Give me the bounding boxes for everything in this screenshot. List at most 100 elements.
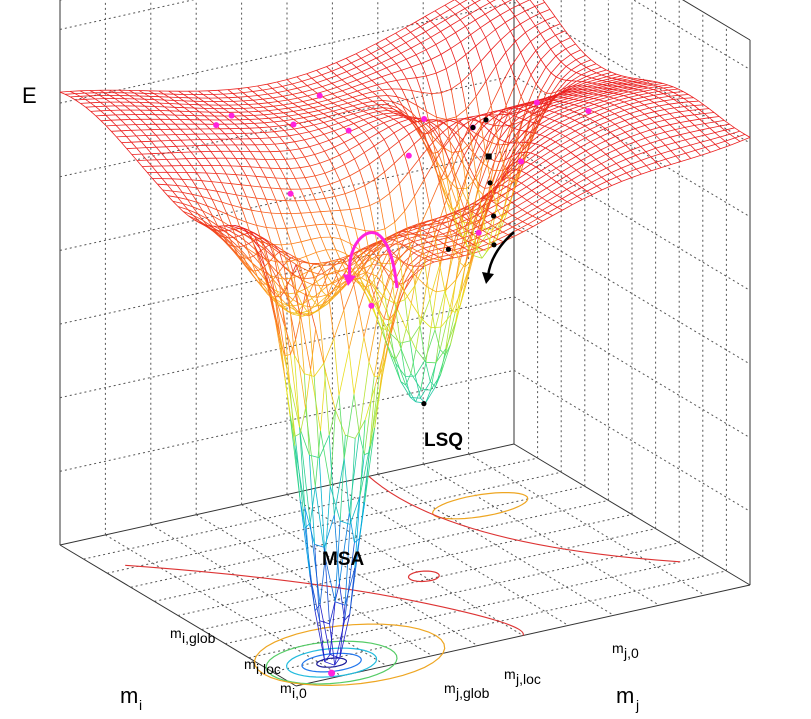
- mesh-line-u: [357, 87, 368, 92]
- mesh-line-v: [264, 159, 271, 169]
- grid-floor-v: [241, 504, 478, 647]
- mesh-line-v: [85, 98, 91, 104]
- mesh-line-u: [554, 107, 565, 113]
- mesh-line-v: [548, 110, 555, 113]
- mesh-line-v: [455, 116, 462, 152]
- mesh-line-u: [570, 146, 581, 153]
- mesh-line-v: [399, 183, 405, 212]
- mesh-line-u: [500, 30, 511, 41]
- mesh-line-v: [351, 87, 358, 92]
- x-tick-glob-base: m: [170, 625, 182, 641]
- mesh-line-v: [602, 87, 608, 90]
- mesh-line-u: [339, 149, 350, 156]
- mesh-line-v: [555, 141, 561, 146]
- mesh-line-u: [403, 241, 414, 246]
- mesh-line-u: [273, 104, 284, 107]
- lsq-arrow: [486, 231, 515, 277]
- mesh-line-v: [267, 83, 273, 89]
- mesh-line-v: [160, 140, 167, 148]
- mesh-line-v: [293, 128, 300, 135]
- mesh-line-v: [195, 133, 201, 140]
- mesh-line-v: [238, 111, 245, 117]
- mesh-line-v: [393, 301, 400, 314]
- mesh-line-v: [485, 81, 492, 106]
- mesh-line-u: [699, 117, 710, 120]
- mesh-line-u: [411, 90, 422, 93]
- mesh-line-v: [184, 107, 190, 112]
- mesh-line-u: [362, 91, 373, 95]
- mesh-line-v: [625, 132, 631, 138]
- mesh-line-v: [364, 452, 370, 456]
- mesh-line-v: [607, 88, 614, 90]
- mesh-line-v: [490, 105, 497, 132]
- mesh-line-v: [333, 266, 340, 282]
- mesh-line-u: [299, 131, 310, 135]
- mesh-line-v: [233, 228, 240, 230]
- mesh-line-v: [281, 303, 288, 312]
- mesh-line-v: [263, 244, 270, 249]
- mesh-line-v: [198, 97, 204, 102]
- mesh-line-v: [257, 267, 264, 271]
- mesh-line-u: [494, 2, 506, 9]
- mesh-line-v: [334, 169, 341, 181]
- mesh-line-v: [290, 243, 297, 260]
- mesh-line-v: [486, 209, 493, 214]
- mesh-line-v: [238, 104, 244, 109]
- mesh-line-v: [413, 252, 420, 257]
- mesh-line-v: [378, 156, 385, 173]
- mesh-line-v: [415, 318, 422, 350]
- mesh-line-v: [397, 111, 404, 115]
- mesh-line-u: [655, 131, 666, 136]
- mesh-line-v: [216, 209, 223, 222]
- mesh-line-v: [339, 583, 345, 621]
- mesh-line-u: [420, 36, 431, 44]
- mesh-line-v: [361, 71, 367, 77]
- mesh-line-v: [178, 90, 184, 95]
- mesh-line-v: [290, 339, 296, 355]
- mesh-line-u: [177, 185, 188, 187]
- mesh-line-v: [265, 199, 272, 214]
- mesh-line-u: [305, 175, 316, 179]
- mesh-line-v: [120, 130, 127, 137]
- mesh-line-v: [189, 111, 195, 116]
- mesh-line-v: [599, 105, 605, 109]
- mesh-line-v: [330, 236, 337, 250]
- mesh-line-v: [257, 85, 263, 91]
- mesh-line-v: [540, 89, 547, 94]
- mesh-line-u: [604, 104, 615, 109]
- mesh-line-u: [599, 120, 611, 126]
- mesh-line-u: [327, 86, 338, 91]
- mesh-line-v: [473, 115, 479, 121]
- mesh-line-u: [318, 435, 330, 458]
- mesh-line-v: [281, 278, 288, 295]
- mesh-line-v: [612, 82, 618, 84]
- mesh-line-v: [273, 252, 279, 258]
- mesh-line-u: [106, 125, 117, 127]
- mesh-line-v: [668, 103, 675, 109]
- mesh-line-u: [586, 79, 598, 83]
- mesh-line-v: [408, 115, 414, 118]
- mesh-line-u: [355, 48, 367, 55]
- mesh-line-u: [182, 192, 193, 195]
- mesh-line-v: [610, 131, 616, 137]
- mesh-line-v: [652, 84, 659, 87]
- mesh-line-v: [480, 201, 487, 218]
- mesh-line-v: [320, 211, 327, 225]
- mesh-line-v: [705, 147, 711, 153]
- mesh-line-u: [526, 193, 538, 201]
- mesh-line-v: [535, 50, 542, 60]
- mesh-line-u: [430, 31, 441, 38]
- mesh-line-v: [640, 146, 647, 152]
- mesh-line-v: [424, 16, 431, 22]
- mesh-line-v: [553, 99, 559, 102]
- mesh-line-u: [626, 168, 637, 174]
- mesh-line-v: [401, 89, 408, 101]
- mesh-line-u: [300, 188, 311, 190]
- mesh-line-u: [295, 339, 306, 409]
- mesh-line-u: [545, 76, 557, 94]
- mesh-line-u: [319, 159, 330, 164]
- mesh-line-v: [526, 186, 532, 191]
- mesh-line-v: [644, 125, 651, 131]
- mesh-line-u: [308, 270, 319, 275]
- mesh-line-v: [734, 137, 741, 142]
